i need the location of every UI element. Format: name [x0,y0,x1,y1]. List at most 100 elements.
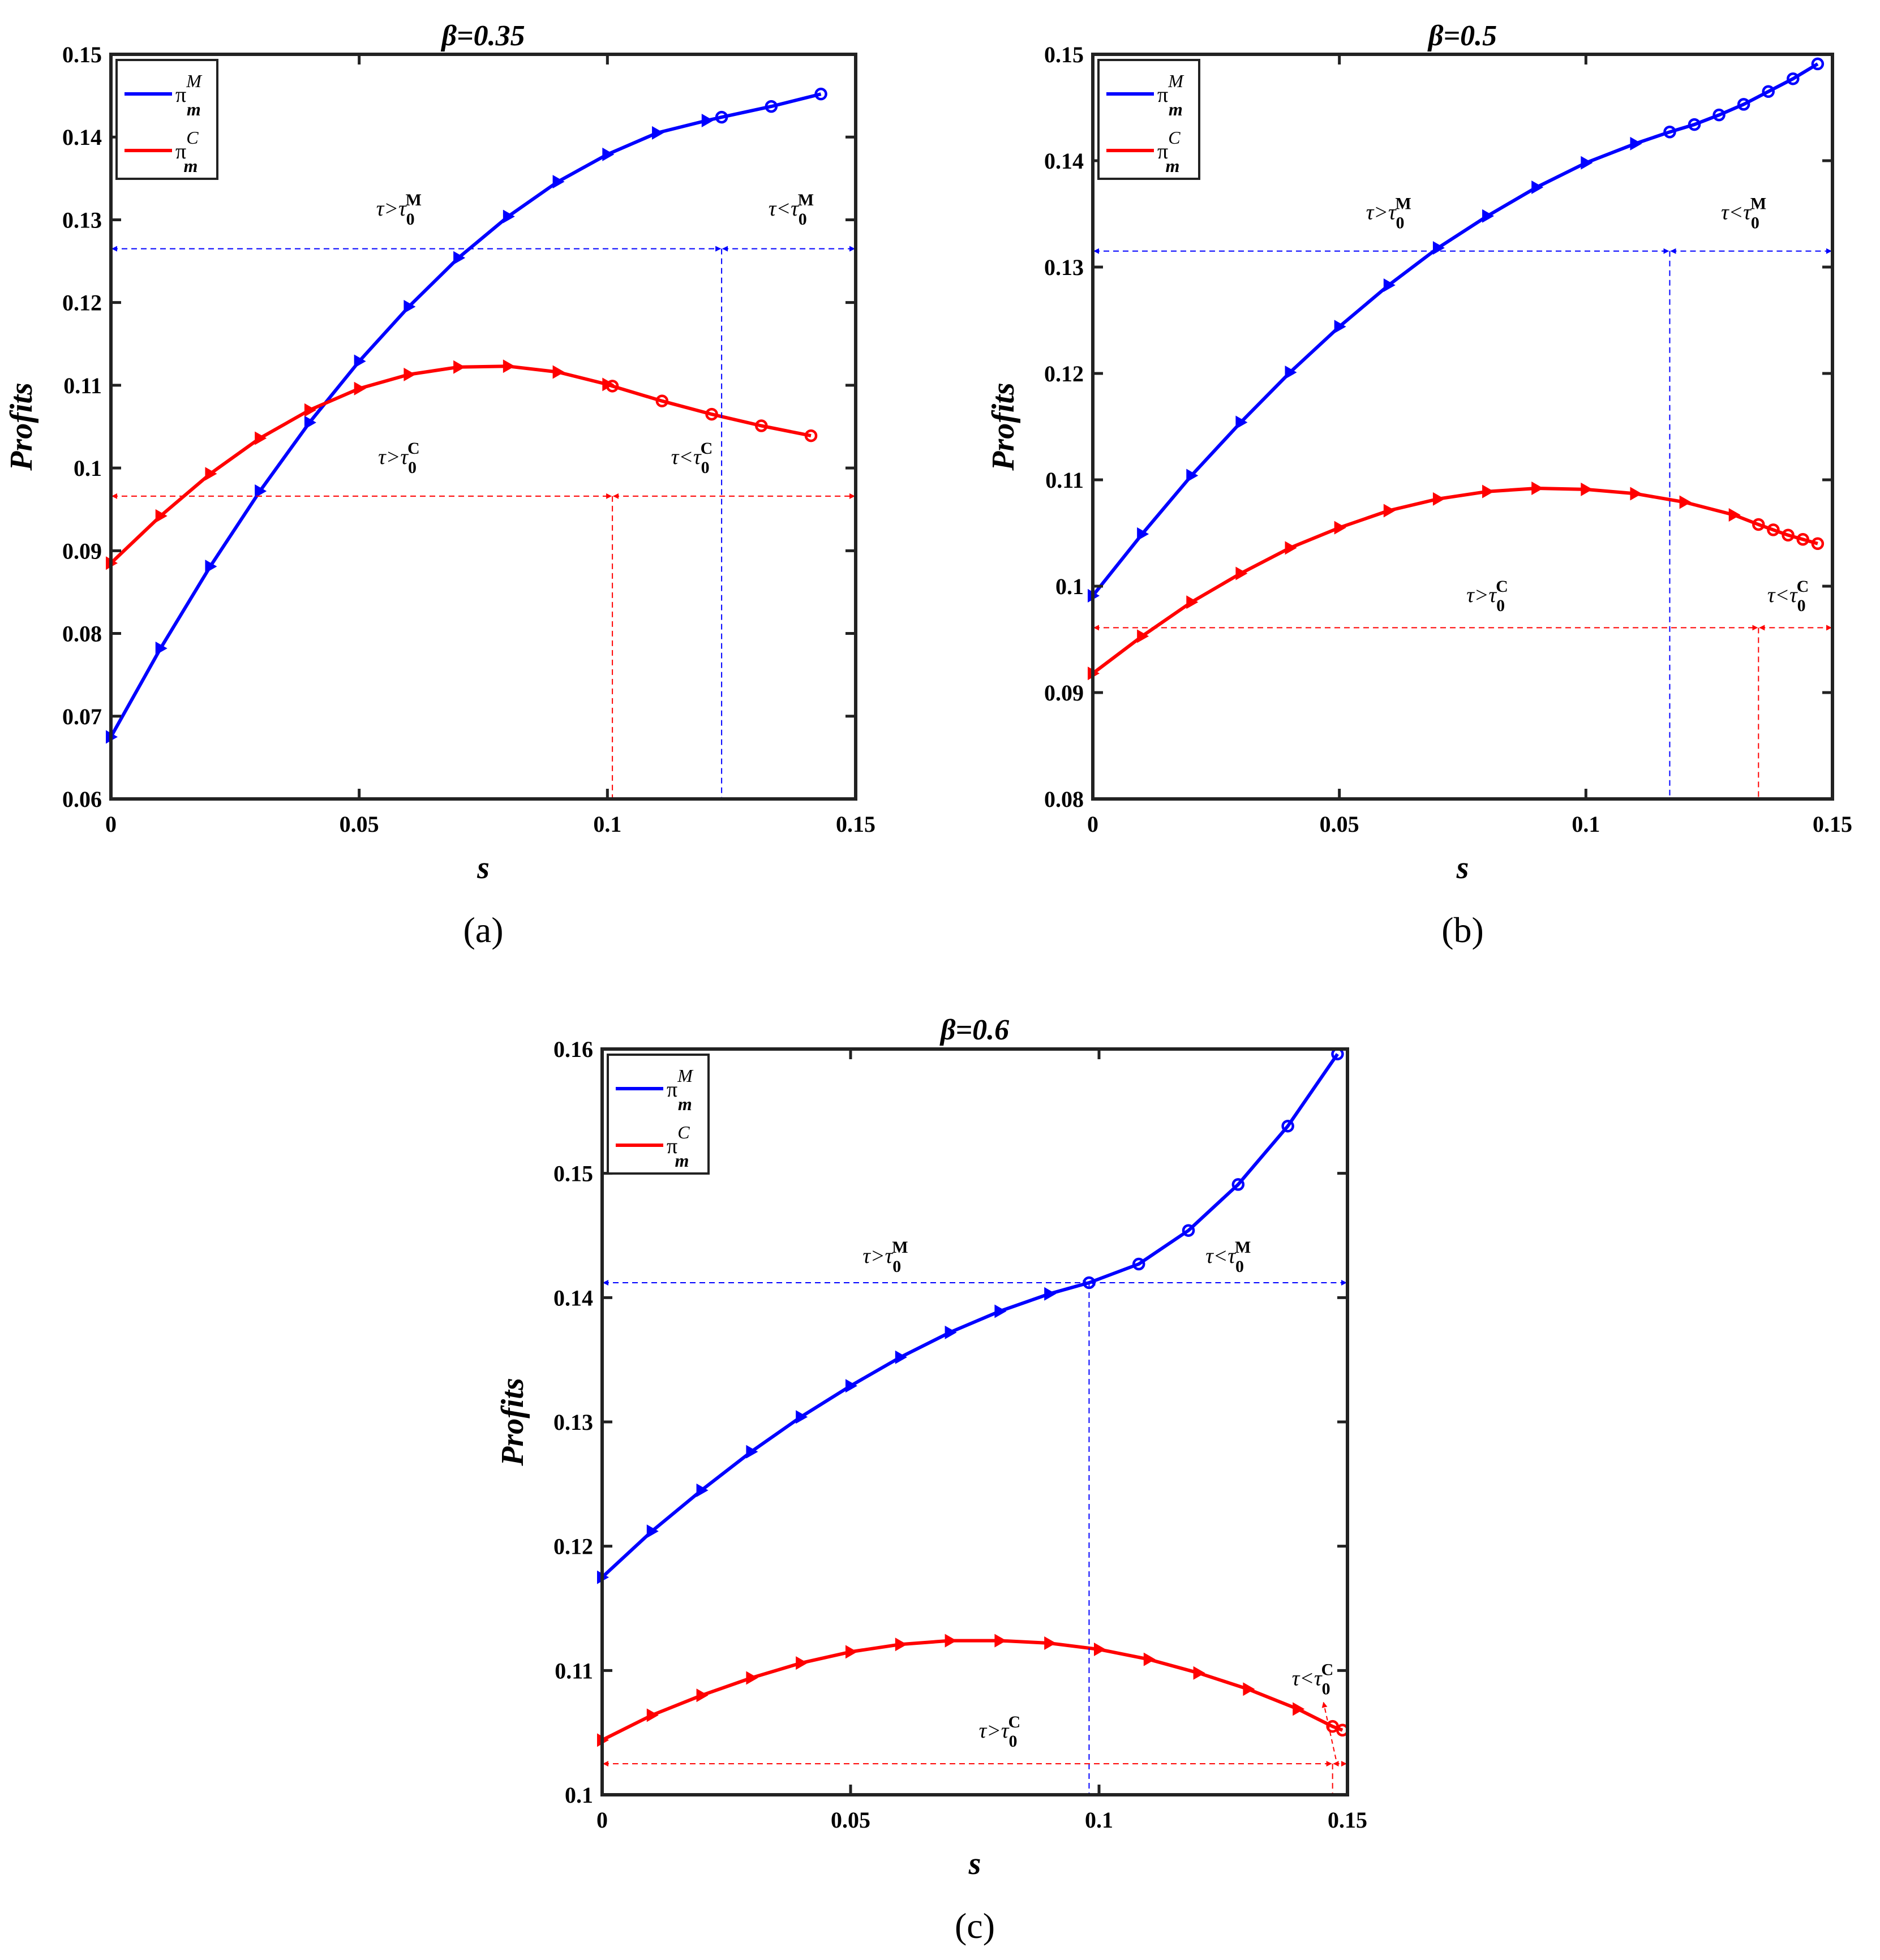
region-label-sup: C [1797,577,1809,596]
x-tick-label: 0 [105,811,117,837]
data-point [1531,180,1544,194]
legend-box [115,59,218,180]
region-label-sup: C [407,439,420,458]
y-tick-label: 0.07 [62,704,102,729]
region-label-left: τ>τ0M [862,1238,908,1276]
data-point [354,381,366,396]
series-line [601,1639,1344,1742]
region-label-sub: 0 [1496,596,1505,615]
data-point [1531,482,1544,496]
panel-label: (a) [463,910,503,950]
x-tick-label: 0.15 [1813,811,1852,837]
data-point [1581,156,1593,170]
legend-label: πC m [1157,127,1181,176]
y-tick-label: 0.1 [1055,574,1084,599]
legend-sub: m [1169,99,1183,119]
data-point [1482,209,1495,223]
data-point [1383,278,1396,292]
data-point [1432,492,1445,506]
data-point [1630,136,1642,151]
data-point [652,126,664,140]
region-label-right: τ<τ0M [1721,194,1766,232]
data-point [1482,484,1495,498]
legend-sub: m [678,1094,692,1114]
y-tick-label: 0.16 [553,1037,593,1062]
data-point [1811,57,1825,71]
x-tick-label: 0.05 [340,811,379,837]
data-point [646,1708,659,1722]
chart-title: β=0.35 [440,20,525,52]
data-point [945,1634,957,1648]
legend-sup: C [677,1122,690,1142]
data-point [705,407,718,421]
legend-base: π [667,1078,677,1102]
data-point [715,110,728,124]
data-point [155,509,168,523]
region-label-left: τ>τ0C [1466,577,1508,615]
data-point [895,1350,907,1364]
legend-sup: M [1168,71,1184,91]
data-point [1293,1702,1305,1716]
chart-title-beta: β= [939,1014,972,1046]
data-point [404,367,416,381]
legend-sup: C [1168,127,1181,148]
data-point [796,1656,808,1670]
y-tick-label: 0.06 [62,786,102,812]
data-point [354,354,366,368]
y-tick-label: 0.13 [1044,255,1084,280]
y-tick-label: 0.11 [555,1658,593,1683]
region-label-sub: 0 [1008,1732,1017,1751]
region-label-sub: 0 [799,210,807,229]
region-label-sub: 0 [408,458,417,477]
x-tick-label: 0.05 [831,1807,870,1833]
region-label-sub: 0 [1751,213,1759,232]
data-point [1712,108,1726,122]
legend: πM mπC m [607,1054,710,1175]
annotation-tau-M: τ>τ0M τ<τ0M [1093,194,1832,799]
legend-box [1097,59,1200,180]
chart-title-value: 0.5 [1460,20,1497,52]
legend-base: π [1157,140,1168,164]
data-point [304,415,316,429]
y-axis-label: Profits [986,382,1021,471]
legend-sup: M [186,71,203,91]
data-point [304,403,316,417]
series-line [109,364,812,565]
chart-title-value: 0.6 [972,1014,1009,1046]
x-axis-label: s [1456,850,1469,886]
data-point [1383,504,1396,518]
legend-entry: πM m [616,1065,694,1114]
plot-frame [109,53,857,801]
region-label-text: τ<τ [1721,200,1752,224]
chart-title: β=0.6 [939,1014,1009,1046]
data-point [1581,482,1593,496]
data-point [1630,487,1642,501]
region-label-sup: M [892,1238,908,1257]
legend: π M m πC m [1097,59,1200,180]
legend-sub: m [187,99,201,119]
y-tick-label: 0.08 [62,621,102,647]
region-label-right: τ<τ0M [769,191,814,229]
x-tick-label: 0.1 [1085,1807,1113,1833]
data-point [1334,521,1346,535]
data-point [1688,118,1701,131]
data-point [1137,527,1149,541]
series-pi-m-C [106,359,818,570]
y-tick-label: 0.1 [74,455,102,481]
y-tick-label: 0.12 [1044,361,1084,386]
data-point [1044,1636,1057,1650]
legend-sup: C [186,127,199,148]
y-tick-label: 0.14 [62,124,102,150]
data-point [1231,1178,1245,1191]
y-axis-label: Profits [495,1378,530,1467]
legend-base: π [175,140,186,164]
legend-sup: M [677,1065,694,1086]
data-point [845,1645,857,1659]
y-tick-label: 0.12 [553,1534,593,1559]
data-point [606,380,619,393]
data-point [1663,125,1676,139]
